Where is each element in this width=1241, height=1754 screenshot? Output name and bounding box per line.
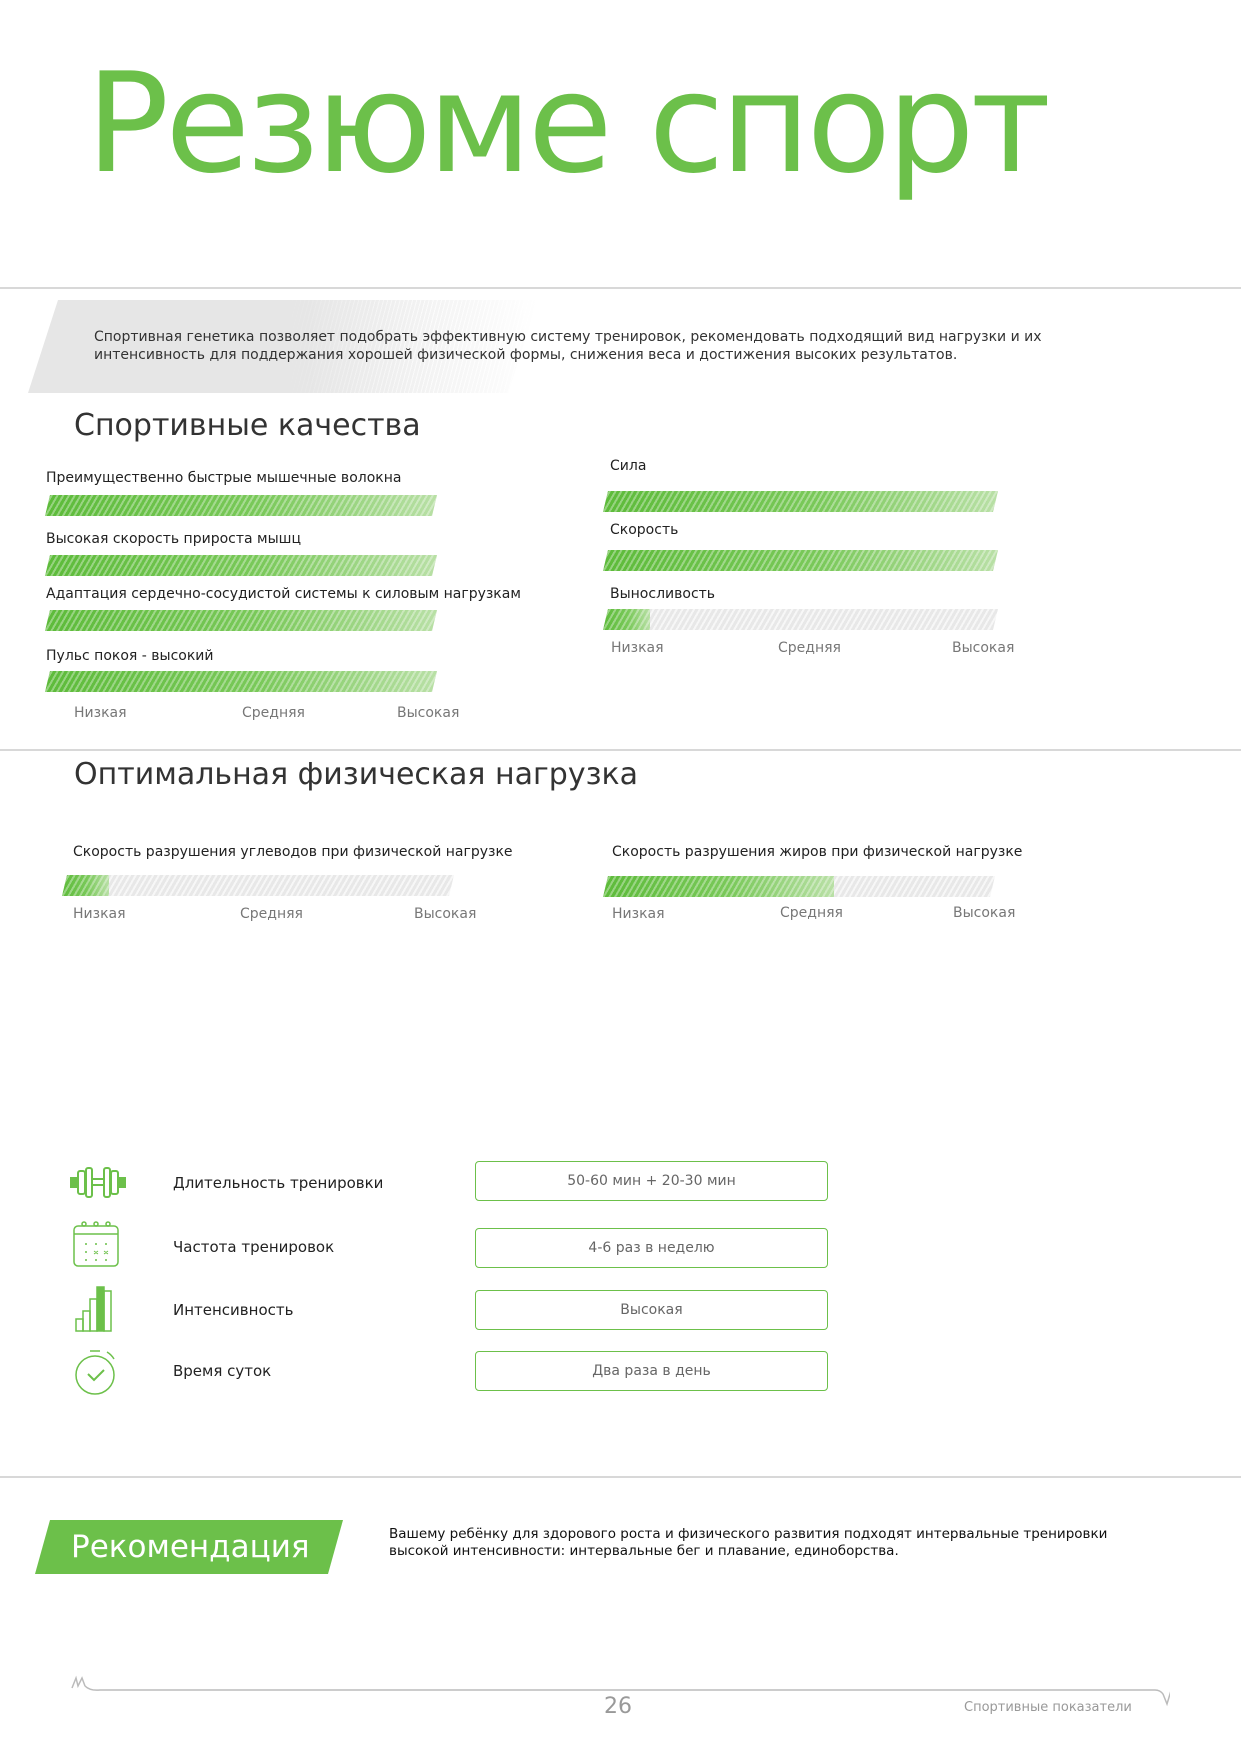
scale-high: Высокая — [953, 905, 1016, 921]
quality-bar — [603, 550, 998, 571]
recommendation-text: Вашему ребёнку для здорового роста и физ… — [389, 1526, 1108, 1559]
load-bar — [603, 876, 995, 897]
value-box: 50-60 мин + 20-30 мин — [475, 1161, 828, 1201]
footer-line — [71, 1675, 1170, 1707]
scale-low: Низкая — [73, 906, 126, 922]
intro-band-stripes — [28, 300, 538, 393]
intro-text: Спортивная генетика позволяет подобрать … — [94, 329, 1042, 363]
scale-low: Низкая — [611, 640, 664, 656]
scale-mid: Средняя — [242, 705, 305, 721]
quality-label: Выносливость — [610, 586, 716, 602]
dumbbell-icon — [70, 1167, 126, 1198]
load-bar-fill — [62, 875, 109, 896]
scale-high: Высокая — [414, 906, 477, 922]
bar-chart-icon — [75, 1286, 112, 1332]
divider — [0, 749, 1241, 751]
load-label: Скорость разрушения углеводов при физиче… — [73, 844, 513, 860]
quality-bar-fill — [603, 491, 998, 512]
value-box: Два раза в день — [475, 1351, 828, 1391]
quality-bar-fill — [45, 495, 437, 516]
quality-label: Адаптация сердечно-сосудистой системы к … — [46, 586, 521, 602]
value-box: 4-6 раз в неделю — [475, 1228, 828, 1268]
quality-label: Высокая скорость прироста мышц — [46, 531, 301, 547]
quality-bar — [603, 609, 998, 630]
stopwatch-icon — [75, 1350, 115, 1395]
quality-bar-fill — [603, 609, 650, 630]
recommendation-label: Рекомендация — [35, 1520, 343, 1574]
quality-bar-fill — [45, 671, 437, 692]
scale-high: Высокая — [952, 640, 1015, 656]
row-label: Интенсивность — [173, 1301, 294, 1319]
scale-mid: Средняя — [240, 906, 303, 922]
quality-label: Скорость — [610, 522, 679, 538]
row-label: Длительность тренировки — [173, 1174, 384, 1192]
scale-high: Высокая — [397, 705, 460, 721]
quality-bar — [45, 671, 437, 692]
scale-mid: Средняя — [780, 905, 843, 921]
footer-section: Спортивные показатели — [964, 1700, 1132, 1715]
calendar-icon — [73, 1221, 119, 1267]
quality-bar — [45, 610, 437, 631]
quality-bar — [45, 555, 437, 576]
scale-low: Низкая — [612, 906, 665, 922]
quality-bar-fill — [603, 550, 998, 571]
scale-mid: Средняя — [778, 640, 841, 656]
quality-bar-fill — [45, 555, 437, 576]
page-number: 26 — [604, 1694, 632, 1719]
load-label: Скорость разрушения жиров при физической… — [612, 844, 1023, 860]
quality-label: Преимущественно быстрые мышечные волокна — [46, 470, 402, 486]
quality-bar-fill — [45, 610, 437, 631]
quality-label: Сила — [610, 458, 647, 474]
row-label: Частота тренировок — [173, 1238, 335, 1256]
row-label: Время суток — [173, 1362, 272, 1380]
quality-label: Пульс покоя - высокий — [46, 648, 214, 664]
scale-low: Низкая — [74, 705, 127, 721]
value-box: Высокая — [475, 1290, 828, 1330]
quality-bar — [45, 495, 437, 516]
qualities-heading: Спортивные качества — [74, 408, 421, 443]
load-bar — [62, 875, 454, 896]
page-title: Резюме спорт — [86, 43, 1051, 204]
load-bar-fill — [603, 876, 834, 897]
divider — [0, 1476, 1241, 1478]
divider — [0, 287, 1241, 289]
quality-bar — [603, 491, 998, 512]
load-heading: Оптимальная физическая нагрузка — [74, 757, 639, 792]
